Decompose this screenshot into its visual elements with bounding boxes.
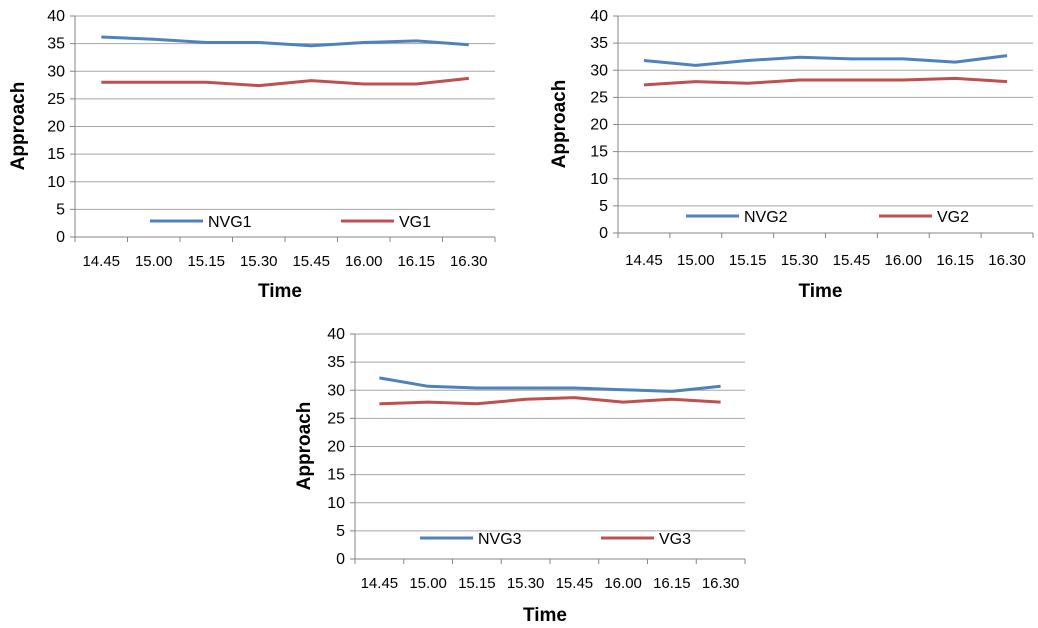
x-tick-label: 15.30: [240, 253, 278, 270]
y-axis-title: Approach: [8, 82, 29, 171]
x-tick-label: 16.00: [345, 253, 383, 270]
x-tick-label: 16.30: [450, 253, 488, 270]
x-tick-label: 15.15: [187, 253, 225, 270]
x-tick-label: 15.45: [292, 253, 330, 270]
legend-label: VG1: [399, 214, 431, 231]
y-tick-label: 0: [336, 551, 345, 568]
series-line-vg3: [379, 396, 721, 406]
y-axis-title: Approach: [549, 80, 570, 169]
series-line-nvg1: [101, 35, 469, 48]
x-axis-title: Time: [523, 605, 567, 626]
y-tick-label: 35: [590, 35, 608, 52]
x-tick-label: 16.00: [604, 575, 642, 592]
series-line-vg2: [643, 76, 1008, 87]
y-tick-label: 25: [590, 89, 608, 106]
x-tick-label: 16.15: [653, 575, 691, 592]
y-tick-label: 5: [56, 201, 65, 218]
x-tick-label: 16.30: [988, 252, 1026, 269]
y-tick-label: 10: [327, 495, 345, 512]
x-tick-label: 14.45: [625, 252, 663, 269]
x-tick-label: 16.15: [936, 252, 974, 269]
x-axis-title: Time: [798, 281, 842, 302]
y-tick-label: 30: [327, 382, 345, 399]
x-tick-label: 15.00: [409, 575, 447, 592]
y-axis-title: Approach: [294, 402, 315, 491]
legend-label: NVG1: [208, 214, 252, 231]
x-tick-label: 14.45: [82, 253, 120, 270]
x-tick-label: 15.45: [833, 252, 871, 269]
chart-nvg3-vg3: 0 5 10 15 20 25 30 35 40 14.45 15.00 15.15 15.30 15.4…: [294, 326, 746, 626]
x-tick-label: 16.30: [702, 575, 740, 592]
y-tick-label: 20: [47, 119, 65, 136]
y-tick-label: 35: [327, 354, 345, 371]
legend-label: VG2: [937, 209, 969, 226]
y-tick-label: 10: [47, 174, 65, 191]
series-line-vg1: [101, 76, 469, 88]
x-tick-label: 16.00: [885, 252, 923, 269]
x-tick-label: 15.00: [677, 252, 715, 269]
y-tick-label: 40: [327, 326, 345, 343]
y-tick-label: 15: [47, 146, 65, 163]
x-axis-title: Time: [258, 281, 302, 302]
x-tick-label: 15.30: [507, 575, 545, 592]
y-tick-label: 0: [599, 225, 608, 242]
x-tick-label: 15.15: [729, 252, 767, 269]
y-tick-label: 20: [590, 117, 608, 134]
chart-nvg2-vg2: 0 5 10 15 20 25 30 35 40 14.45 15.00 15.15 15.30 15.4…: [549, 8, 1034, 302]
legend-label: NVG2: [744, 209, 788, 226]
y-tick-label: 5: [599, 198, 608, 215]
y-tick-label: 15: [327, 467, 345, 484]
y-tick-label: 0: [56, 229, 65, 246]
y-tick-label: 10: [590, 171, 608, 188]
x-tick-label: 15.45: [556, 575, 594, 592]
y-tick-label: 35: [47, 36, 65, 53]
y-tick-label: 20: [327, 439, 345, 456]
legend-label: VG3: [659, 531, 691, 548]
series-line-nvg2: [643, 54, 1008, 67]
x-tick-label: 15.15: [458, 575, 496, 592]
x-tick-label: 15.30: [781, 252, 819, 269]
y-tick-label: 25: [327, 410, 345, 427]
y-tick-label: 15: [590, 144, 608, 161]
y-tick-label: 40: [47, 8, 65, 25]
x-tick-label: 15.00: [135, 253, 173, 270]
y-tick-label: 30: [590, 62, 608, 79]
legend-label: NVG3: [478, 531, 522, 548]
x-tick-label: 16.15: [397, 253, 435, 270]
y-tick-label: 40: [590, 8, 608, 25]
x-tick-label: 14.45: [361, 575, 399, 592]
y-tick-label: 5: [336, 523, 345, 540]
series-line-nvg3: [379, 376, 721, 393]
y-tick-label: 25: [47, 91, 65, 108]
chart-nvg1-vg1: 0 5 10 15 20 25 30 35 40 14.45 15.00 15.15 15.30 15.4…: [8, 8, 496, 302]
y-tick-label: 30: [47, 63, 65, 80]
